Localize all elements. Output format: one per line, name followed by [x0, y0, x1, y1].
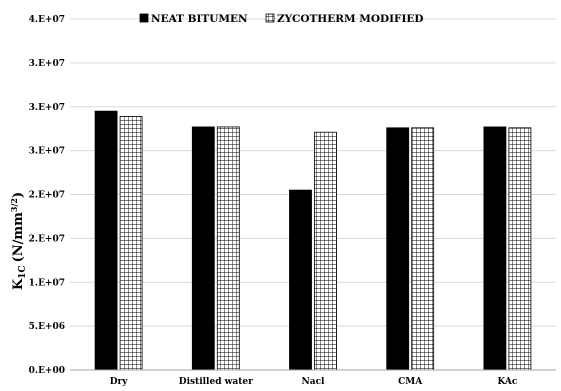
bar	[289, 189, 312, 371]
y-axis-title-unit-superscript: 3/2	[9, 198, 19, 212]
y-tick-label: 4.E+07	[29, 15, 65, 25]
y-axis-title-main: K	[11, 278, 26, 290]
bar	[314, 131, 337, 371]
legend: NEAT BITUMEN ZYCOTHERM MODIFIED	[139, 13, 423, 25]
y-tick-label: 3.E+07	[29, 59, 65, 69]
y-tick-label: 1.E+07	[29, 278, 65, 288]
bar	[483, 126, 507, 371]
legend-swatch	[139, 13, 149, 23]
x-tick-label: Distilled water	[179, 377, 253, 387]
legend-label: NEAT BITUMEN	[151, 13, 248, 25]
y-tick-label: 5.E+06	[29, 322, 65, 332]
bar	[94, 110, 118, 371]
y-tick-label: 2.E+07	[29, 191, 65, 201]
y-tick-label: 3.E+07	[29, 147, 65, 157]
x-tick-label: KAc	[497, 377, 517, 387]
bar	[119, 116, 143, 371]
bar	[191, 126, 215, 371]
x-tick-label: Nacl	[302, 377, 326, 387]
y-axis-title-unit: (N/mm	[11, 212, 26, 263]
bar	[411, 127, 435, 371]
y-tick-label: 3.E+07	[29, 103, 65, 113]
y-axis: 0.E+00 5.E+06 1.E+07 2.E+07 2.E+07 3.E+07 3.E+…	[29, 15, 65, 376]
gridlines	[70, 18, 556, 327]
legend-swatch	[265, 13, 275, 23]
y-axis-title-subscript: 1C	[18, 265, 28, 278]
x-axis: Dry Distilled water Nacl CMA KAc	[70, 369, 556, 387]
y-tick-label: 0.E+00	[29, 366, 65, 376]
bar	[508, 127, 532, 371]
x-tick-label: Dry	[110, 377, 129, 387]
y-axis-title: K1C (N/mm3/2)	[9, 192, 28, 290]
bar	[386, 127, 410, 371]
bars	[94, 110, 532, 371]
bar	[216, 126, 240, 371]
legend-label: ZYCOTHERM MODIFIED	[277, 13, 423, 25]
y-tick-label: 2.E+07	[29, 234, 65, 244]
x-tick-label: CMA	[398, 377, 423, 387]
y-axis-title-unit-close: )	[11, 192, 26, 198]
